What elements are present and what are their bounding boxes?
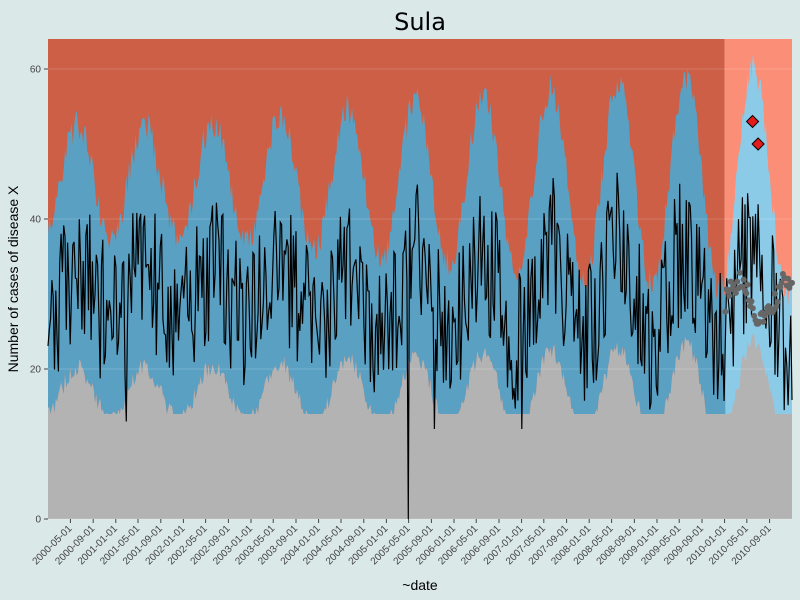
- chart-title: Sula: [394, 8, 446, 36]
- x-axis: 2000-05-012000-09-012001-01-012001-05-01…: [31, 519, 774, 567]
- y-tick-label: 60: [30, 65, 42, 76]
- expected-point: [772, 290, 778, 297]
- x-axis-label: ~date: [402, 577, 438, 593]
- y-tick-label: 20: [30, 365, 42, 376]
- expected-point: [760, 318, 767, 325]
- plot-area: [47, 39, 795, 520]
- expected-point: [744, 281, 751, 288]
- expected-point: [748, 298, 755, 305]
- expected-point: [749, 305, 756, 312]
- lower-region: [48, 334, 792, 519]
- expected-point: [726, 292, 733, 299]
- expected-point: [734, 278, 741, 285]
- observed-series-line: [47, 172, 793, 520]
- expected-point: [789, 279, 795, 286]
- expected-point: [743, 290, 750, 297]
- expected-point: [722, 308, 729, 315]
- expected-point: [773, 303, 780, 310]
- y-tick-label: 0: [35, 515, 41, 526]
- expected-point: [774, 298, 781, 305]
- expected-point: [736, 269, 743, 276]
- alarm-marker: [745, 114, 760, 129]
- normal-band-historic: [48, 68, 726, 414]
- alarm-marker: [751, 137, 765, 151]
- y-axis: 0 20 40 60: [30, 65, 48, 526]
- expected-point: [778, 279, 785, 286]
- expected-point: [785, 275, 792, 282]
- grid: [48, 68, 792, 520]
- expected-point: [732, 289, 739, 296]
- expected-points: [722, 269, 795, 327]
- y-axis-label: Number of cases of disease X: [5, 185, 21, 372]
- expected-point: [730, 282, 737, 288]
- expected-point: [740, 276, 747, 283]
- y-tick-label: 40: [30, 215, 42, 226]
